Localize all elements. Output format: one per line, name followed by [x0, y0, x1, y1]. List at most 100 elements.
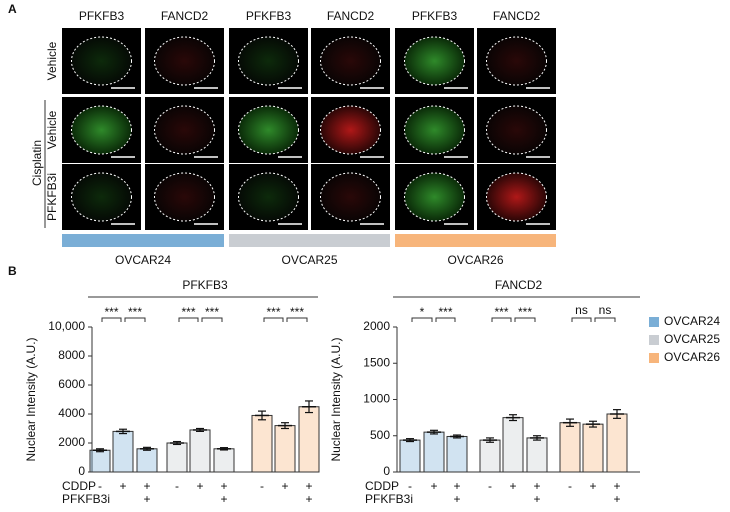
significance-bracket: [263, 317, 284, 322]
treatment-sign: +: [533, 479, 540, 493]
nucleus: [154, 172, 215, 222]
y-axis-label: Nuclear Intensity (A.U.): [329, 337, 343, 461]
bar: [502, 417, 524, 473]
treatment-sign: +: [119, 479, 126, 493]
nucleus: [71, 105, 132, 155]
treatment-sign: +: [305, 492, 312, 506]
legend-swatch: [649, 335, 659, 345]
significance-label: ***: [181, 305, 195, 319]
bar: [606, 413, 628, 473]
legend-label: OVCAR25: [664, 332, 720, 346]
cell-line-label: OVCAR26: [447, 253, 503, 267]
treatment-sign: -: [175, 479, 179, 493]
y-tick-label: 1000: [363, 392, 390, 406]
nucleus: [404, 172, 465, 222]
row-group-label: Cisplatin: [30, 140, 44, 186]
bar: [251, 414, 273, 473]
treatment-sign: -: [568, 479, 572, 493]
bar: [526, 437, 548, 473]
treatment-sign: +: [453, 492, 460, 506]
significance-bracket: [286, 317, 308, 322]
treatment-sign: +: [509, 479, 516, 493]
significance-bracket: [201, 317, 223, 322]
column-header: FANCD2: [493, 9, 541, 23]
legend-label: OVCAR24: [664, 314, 720, 328]
panel-label: B: [8, 264, 17, 278]
nucleus: [71, 172, 132, 222]
y-tick-label: 10,000: [48, 319, 85, 333]
bar: [166, 442, 188, 473]
nucleus: [486, 36, 547, 86]
significance-bracket: [178, 317, 199, 322]
row-label: Vehicle: [45, 110, 59, 149]
legend-swatch: [649, 353, 659, 363]
bar: [582, 423, 604, 473]
nucleus: [320, 36, 381, 86]
treatment-name: PFKFB3i: [62, 492, 110, 506]
treatment-sign: -: [488, 479, 492, 493]
panel-label: A: [8, 2, 17, 16]
bar: [479, 439, 501, 473]
significance-bracket: [594, 317, 616, 322]
treatment-sign: +: [220, 479, 227, 493]
y-tick-label: 0: [78, 464, 85, 478]
bar: [274, 425, 296, 473]
y-tick-label: 0: [383, 464, 390, 478]
bar: [399, 439, 421, 473]
nucleus: [238, 36, 299, 86]
treatment-sign: +: [533, 492, 540, 506]
row-label: Vehicle: [45, 41, 59, 80]
treatment-name: PFKFB3i: [365, 492, 413, 506]
significance-label: ***: [104, 305, 118, 319]
nucleus: [404, 105, 465, 155]
treatment-sign: +: [143, 492, 150, 506]
significance-label: ns: [575, 303, 588, 317]
treatment-sign: -: [408, 479, 412, 493]
treatment-sign: +: [281, 479, 288, 493]
column-header: FANCD2: [161, 9, 209, 23]
significance-label: ***: [290, 305, 304, 319]
treatment-name: CDDP: [62, 479, 96, 493]
significance-bracket: [124, 317, 146, 322]
cell-line-bar: [229, 234, 390, 247]
nucleus: [320, 172, 381, 222]
nucleus: [486, 105, 547, 155]
significance-label: ***: [266, 305, 280, 319]
significance-label: ***: [518, 305, 532, 319]
nucleus: [238, 105, 299, 155]
bar: [446, 435, 468, 473]
chart-title: FANCD2: [495, 278, 543, 292]
legend-label: OVCAR26: [664, 350, 720, 364]
column-header: FANCD2: [327, 9, 375, 23]
treatment-sign: +: [430, 479, 437, 493]
treatment-sign: +: [143, 479, 150, 493]
y-tick-label: 6000: [58, 377, 85, 391]
nucleus: [154, 36, 215, 86]
treatment-sign: -: [98, 479, 102, 493]
y-tick-label: 500: [370, 428, 390, 442]
bar: [423, 431, 445, 473]
nucleus: [71, 36, 132, 86]
bar: [559, 422, 581, 473]
y-tick-label: 2000: [58, 435, 85, 449]
significance-label: *: [420, 305, 425, 319]
y-tick-label: 2000: [363, 319, 390, 333]
chart-title: PFKFB3: [182, 278, 228, 292]
significance-bracket: [435, 317, 456, 322]
treatment-sign: +: [613, 479, 620, 493]
treatment-sign: +: [305, 479, 312, 493]
treatment-name: CDDP: [365, 479, 399, 493]
significance-label: ***: [205, 305, 219, 319]
nucleus: [320, 105, 381, 155]
treatment-sign: +: [196, 479, 203, 493]
column-header: PFKFB3: [246, 9, 292, 23]
nucleus: [486, 172, 547, 222]
significance-label: ***: [438, 305, 452, 319]
treatment-sign: +: [589, 479, 596, 493]
cell-line-label: OVCAR24: [115, 253, 171, 267]
significance-label: ***: [128, 305, 142, 319]
cell-line-bar: [395, 234, 556, 247]
bar: [189, 429, 211, 473]
y-tick-label: 1500: [363, 355, 390, 369]
